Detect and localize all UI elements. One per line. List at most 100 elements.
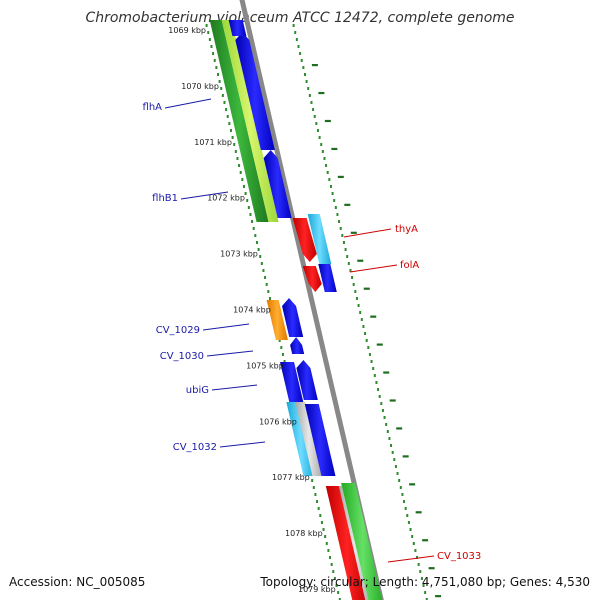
leader-line [211,384,258,391]
guide-dot-right [412,542,415,545]
guide-dot-left [332,570,335,573]
tick-label: 1069 kbp [168,26,206,35]
guide-dot-right [383,416,386,419]
guide-dot-right [344,248,347,251]
guide-dot-right [377,388,380,391]
guide-dot-left [280,346,283,349]
guide-dot-right [323,157,326,160]
feature-grey-CV_1033 [338,486,369,600]
scale-dash [376,343,383,346]
guide-dot-left [236,157,239,160]
guide-dot-left [330,563,333,566]
guide-dot-right [355,297,358,300]
guide-dot-left [312,486,315,489]
feature-blue-top [228,20,247,36]
guide-dot-right [403,500,406,503]
accession-text: Accession: NC_005085 [9,575,146,589]
guide-dot-left [311,479,314,482]
genome-stats-text: Topology: circular; Length: 4,751,080 bp… [260,575,590,589]
guide-dot-left [335,584,338,587]
guide-dot-right [411,535,414,538]
guide-dot-left [254,234,257,237]
guide-dot-left [278,339,281,342]
guide-dot-left [234,150,237,153]
gene-label-flhB1: flhB1 [152,193,178,204]
guide-dot-right [295,38,298,41]
feature-blue-CV_1032 [304,404,336,476]
feature-blue-folA [318,264,337,292]
guide-dot-left [212,52,215,55]
guide-dot-left [262,269,265,272]
right-gene-labels: thyA folA CV_1033 [343,224,481,563]
guide-dot-left [320,521,323,524]
guide-dot-left [264,276,267,279]
guide-dot-right [416,556,419,559]
gene-label-thyA: thyA [395,224,418,235]
tick-label: 1073 kbp [220,250,258,259]
guide-dot-right [380,402,383,405]
guide-dot-left [231,136,234,139]
scale-dash [428,567,435,570]
scale-dash [415,511,422,514]
feature-green-CV_1033 [341,483,383,600]
guide-dot-right [352,283,355,286]
guide-dot-right [420,577,423,580]
guide-dot-right [342,241,345,244]
guide-dot-left [215,66,218,69]
guide-dot-left [316,500,319,503]
scale-dash [331,147,338,151]
scale-dash [363,287,370,290]
guide-dot-left [268,297,271,300]
guide-dot-right [396,472,399,475]
guide-dot-left [216,73,219,76]
guide-dot-left [337,591,340,594]
scale-dash [357,259,364,262]
guide-dot-right [419,570,422,573]
guide-dot-right [391,451,394,454]
guide-dot-left [247,206,250,209]
scale-dash [337,175,344,178]
tick-label: 1077 kbp [272,473,310,482]
guide-dot-left [329,556,332,559]
guide-dot-right [414,549,417,552]
guide-dot-right [370,360,373,363]
guide-dot-right [375,381,378,384]
guide-dot-right [331,192,334,195]
leader-line [387,555,435,563]
leader-line [219,441,266,448]
guide-dot-right [364,332,367,335]
guide-dot-right [334,206,337,209]
feature-cyan-thyA [307,214,332,264]
guide-dot-right [303,73,306,76]
feature-blue-CV_1029 [282,298,304,337]
feature-blue-ubiG [280,362,304,402]
feature-grey-CV_1032 [295,402,323,476]
guide-dot-right [399,486,402,489]
guide-dot-left [241,178,244,181]
guide-dot-right [368,353,371,356]
guide-dot-left [213,59,216,62]
leader-line [343,228,392,238]
guide-dot-right [318,136,321,139]
guide-dot-left [260,262,263,265]
guide-dot-right [407,521,410,524]
guide-dot-right [359,311,362,314]
scale-dash [383,371,390,374]
leader-line [349,264,398,273]
guide-dot-right [354,290,357,293]
scale-dash [396,427,403,430]
guide-dot-right [362,325,365,328]
guide-dot-right [394,465,397,468]
guide-dot-right [300,59,303,62]
guide-dot-right [325,164,328,167]
guide-dot-left [205,24,208,27]
guide-dot-right [341,234,344,237]
guide-dot-right [386,430,389,433]
guide-dot-left [226,115,229,118]
guide-dot-right [381,409,384,412]
guide-dot-right [299,52,302,55]
guide-dot-left [257,248,260,251]
guide-dot-right [351,276,354,279]
guide-dot-right [360,318,363,321]
